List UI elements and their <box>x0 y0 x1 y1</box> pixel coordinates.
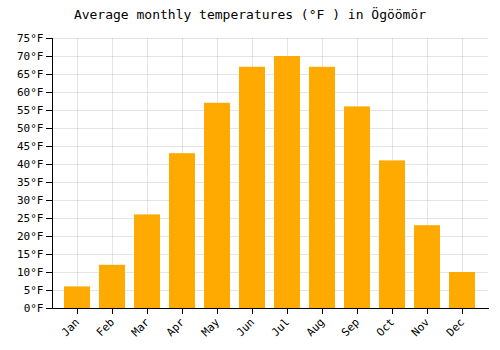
svg-text:Jan: Jan <box>59 316 82 339</box>
svg-text:Oct: Oct <box>374 316 397 339</box>
svg-text:May: May <box>199 315 223 339</box>
svg-text:Feb: Feb <box>94 316 117 339</box>
svg-text:25°F: 25°F <box>17 212 44 225</box>
svg-text:Nov: Nov <box>409 315 433 339</box>
svg-text:0°F: 0°F <box>24 302 44 315</box>
svg-text:35°F: 35°F <box>17 176 44 189</box>
svg-text:60°F: 60°F <box>17 86 44 99</box>
svg-text:Jun: Jun <box>234 316 257 339</box>
svg-text:30°F: 30°F <box>17 194 44 207</box>
html-text:Average monthly temperatures (: Average monthly temperatures (°F ) in Ög… <box>73 7 427 22</box>
svg-text:55°F: 55°F <box>17 104 44 117</box>
svg-text:20°F: 20°F <box>17 230 44 243</box>
svg-text:5°F: 5°F <box>24 284 44 297</box>
svg-text:Sep: Sep <box>339 316 362 339</box>
svg-text:Jul: Jul <box>269 316 292 339</box>
svg-text:75°F: 75°F <box>17 32 44 45</box>
svg-text:Mar: Mar <box>129 315 153 339</box>
svg-text:70°F: 70°F <box>17 50 44 63</box>
svg-text:65°F: 65°F <box>17 68 44 81</box>
svg-text:Apr: Apr <box>164 315 188 339</box>
svg-text:10°F: 10°F <box>17 266 44 279</box>
svg-text:45°F: 45°F <box>17 140 44 153</box>
svg-text:50°F: 50°F <box>17 122 44 135</box>
svg-text:Dec: Dec <box>444 316 467 339</box>
svg-text:15°F: 15°F <box>17 248 44 261</box>
svg-text:40°F: 40°F <box>17 158 44 171</box>
svg-text:Aug: Aug <box>304 316 327 339</box>
